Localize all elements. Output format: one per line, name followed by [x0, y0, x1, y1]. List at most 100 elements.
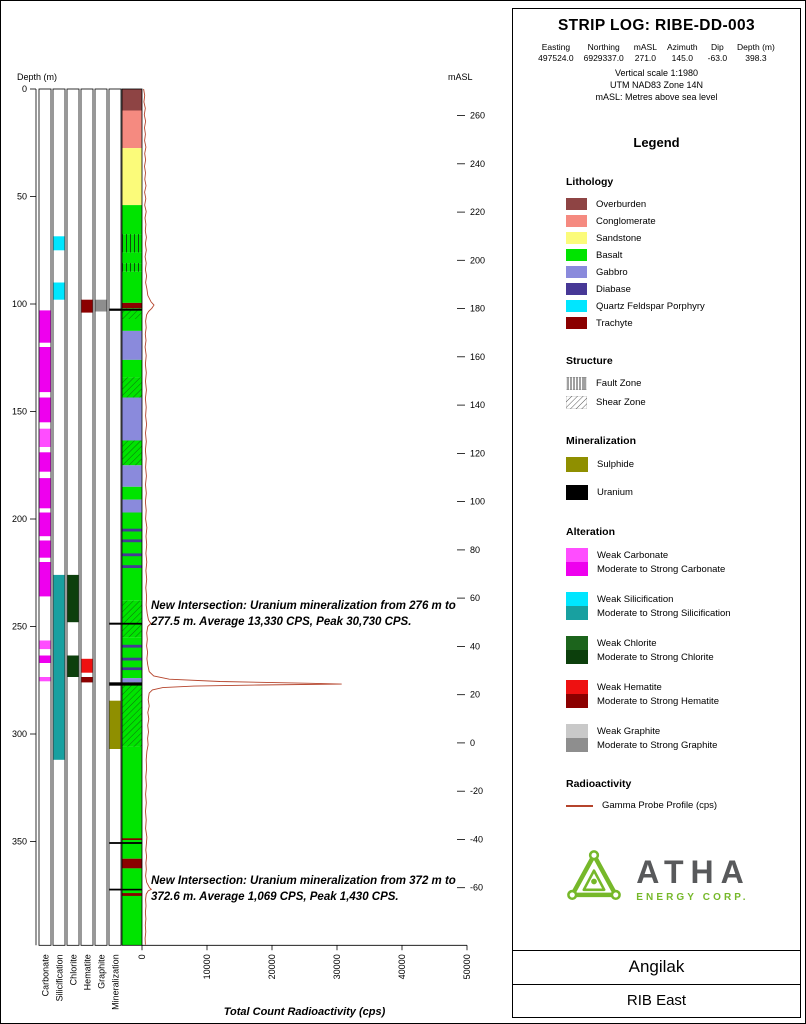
strong-label: Moderate to Strong Silicification	[597, 606, 731, 620]
fault-zone-swatch	[566, 377, 587, 390]
svg-text:260: 260	[470, 111, 485, 121]
strong-label: Moderate to Strong Hematite	[597, 694, 719, 708]
legend-item: Basalt	[566, 249, 800, 261]
legend-section-structure: Structure Fault Zone Shear Zone	[566, 355, 800, 409]
weak-label: Weak Carbonate	[597, 548, 725, 562]
legend-item: Shear Zone	[566, 396, 800, 409]
collar-field-value: 497524.0	[533, 52, 578, 63]
legend-item-label: Basalt	[596, 250, 622, 261]
legend-item-label: Conglomerate	[596, 216, 656, 227]
lithology-heading: Lithology	[566, 176, 800, 188]
legend-section-radioactivity: Radioactivity Gamma Probe Profile (cps)	[566, 778, 800, 811]
strong-label: Moderate to Strong Carbonate	[597, 562, 725, 576]
alteration-legend-pair: Weak ChloriteModerate to Strong Chlorite	[566, 636, 800, 664]
svg-text:200: 200	[470, 255, 485, 265]
legend-item: Conglomerate	[566, 215, 800, 227]
legend-swatch	[566, 317, 587, 329]
shear-zone-swatch	[566, 396, 587, 409]
svg-text:180: 180	[470, 304, 485, 314]
svg-text:0: 0	[470, 738, 475, 748]
utm-note: UTM NAD83 Zone 14N	[513, 79, 800, 91]
strip-log-svg: 050100150200250300350Depth (m)2602402202…	[1, 1, 511, 1024]
strong-label: Moderate to Strong Graphite	[597, 738, 717, 752]
legend-item: Fault Zone	[566, 377, 800, 390]
legend-item-label: Uranium	[597, 487, 633, 498]
weak-label: Weak Chlorite	[597, 636, 714, 650]
scale-note: Vertical scale 1:1980	[513, 67, 800, 79]
svg-text:100: 100	[12, 299, 27, 309]
atha-logo-icon	[562, 845, 626, 914]
legend-item: Gabbro	[566, 266, 800, 278]
collar-field-label: Northing	[579, 42, 629, 52]
svg-text:240: 240	[470, 159, 485, 169]
svg-text:40000: 40000	[397, 954, 407, 979]
map-notes: Vertical scale 1:1980 UTM NAD83 Zone 14N…	[513, 67, 800, 103]
legend-swatch	[566, 198, 587, 210]
svg-text:140: 140	[470, 400, 485, 410]
legend-section-lithology: Lithology Overburden Conglomerate Sandston…	[566, 176, 800, 329]
legend-swatch	[566, 249, 587, 261]
project-name: Angilak	[513, 951, 800, 985]
info-panel: STRIP LOG: RIBE-DD-003 EastingNorthingmA…	[512, 8, 801, 1018]
svg-text:0: 0	[22, 84, 27, 94]
collar-field-value: 271.0	[629, 52, 662, 63]
legend-item-label: Quartz Feldspar Porphyry	[596, 301, 705, 312]
svg-text:300: 300	[12, 729, 27, 739]
legend-item: Overburden	[566, 198, 800, 210]
legend-title: Legend	[513, 135, 800, 150]
svg-text:50: 50	[17, 192, 27, 202]
legend-item-label: Fault Zone	[596, 378, 641, 389]
legend-item: Gamma Probe Profile (cps)	[566, 800, 800, 811]
svg-text:10000: 10000	[202, 954, 212, 979]
svg-text:Hematite: Hematite	[83, 954, 93, 990]
svg-text:350: 350	[12, 837, 27, 847]
svg-text:30000: 30000	[332, 954, 342, 979]
svg-text:200: 200	[12, 514, 27, 524]
legend-item: Sandstone	[566, 232, 800, 244]
alteration-legend-pair: Weak HematiteModerate to Strong Hematite	[566, 680, 800, 708]
collar-field-label: Azimuth	[662, 42, 703, 52]
collar-field-value: 145.0	[662, 52, 703, 63]
svg-text:60: 60	[470, 593, 480, 603]
svg-text:150: 150	[12, 407, 27, 417]
gamma-line-swatch	[566, 805, 593, 807]
legend-swatch	[566, 283, 587, 295]
svg-text:-40: -40	[470, 834, 483, 844]
svg-text:Graphite: Graphite	[97, 954, 107, 989]
svg-text:Silicification: Silicification	[55, 954, 65, 1001]
svg-text:40: 40	[470, 641, 480, 651]
title-block: Angilak RIB East	[513, 950, 800, 1017]
weak-label: Weak Graphite	[597, 724, 717, 738]
legend-section-mineralization: Mineralization SulphideUranium	[566, 435, 800, 500]
svg-text:120: 120	[470, 448, 485, 458]
masl-note: mASL: Metres above sea level	[513, 91, 800, 103]
svg-text:160: 160	[470, 352, 485, 362]
alteration-swatch	[566, 548, 588, 576]
legend-item-label: Trachyte	[596, 318, 633, 329]
svg-text:250: 250	[12, 622, 27, 632]
svg-text:Depth (m): Depth (m)	[17, 72, 57, 82]
structure-heading: Structure	[566, 355, 800, 367]
legend-item-label: Diabase	[596, 284, 631, 295]
svg-text:-60: -60	[470, 883, 483, 893]
logo-subtitle: ENERGY CORP.	[636, 892, 751, 903]
strip-log-chart: 050100150200250300350Depth (m)2602402202…	[1, 1, 511, 1024]
strong-label: Moderate to Strong Chlorite	[597, 650, 714, 664]
svg-text:Mineralization: Mineralization	[111, 954, 121, 1010]
svg-text:20: 20	[470, 690, 480, 700]
legend-sections: Lithology Overburden Conglomerate Sandston…	[513, 176, 800, 811]
legend-section-alteration: Alteration Weak CarbonateModerate to Str…	[566, 526, 800, 752]
svg-text:Total Count Radioactivity (cps: Total Count Radioactivity (cps)	[224, 1006, 386, 1018]
mineralization-heading: Mineralization	[566, 435, 800, 447]
svg-text:0: 0	[137, 954, 147, 959]
alteration-heading: Alteration	[566, 526, 800, 538]
legend-swatch	[566, 232, 587, 244]
legend-item: Diabase	[566, 283, 800, 295]
alteration-legend-pair: Weak SilicificationModerate to Strong Si…	[566, 592, 800, 620]
collar-field-label: Depth (m)	[732, 42, 780, 52]
collar-field-value: -63.0	[703, 52, 732, 63]
svg-text:220: 220	[470, 207, 485, 217]
intersection-annotation: New Intersection: Uranium mineralization…	[151, 598, 467, 630]
legend-item-label: Shear Zone	[596, 397, 646, 408]
svg-text:20000: 20000	[267, 954, 277, 979]
